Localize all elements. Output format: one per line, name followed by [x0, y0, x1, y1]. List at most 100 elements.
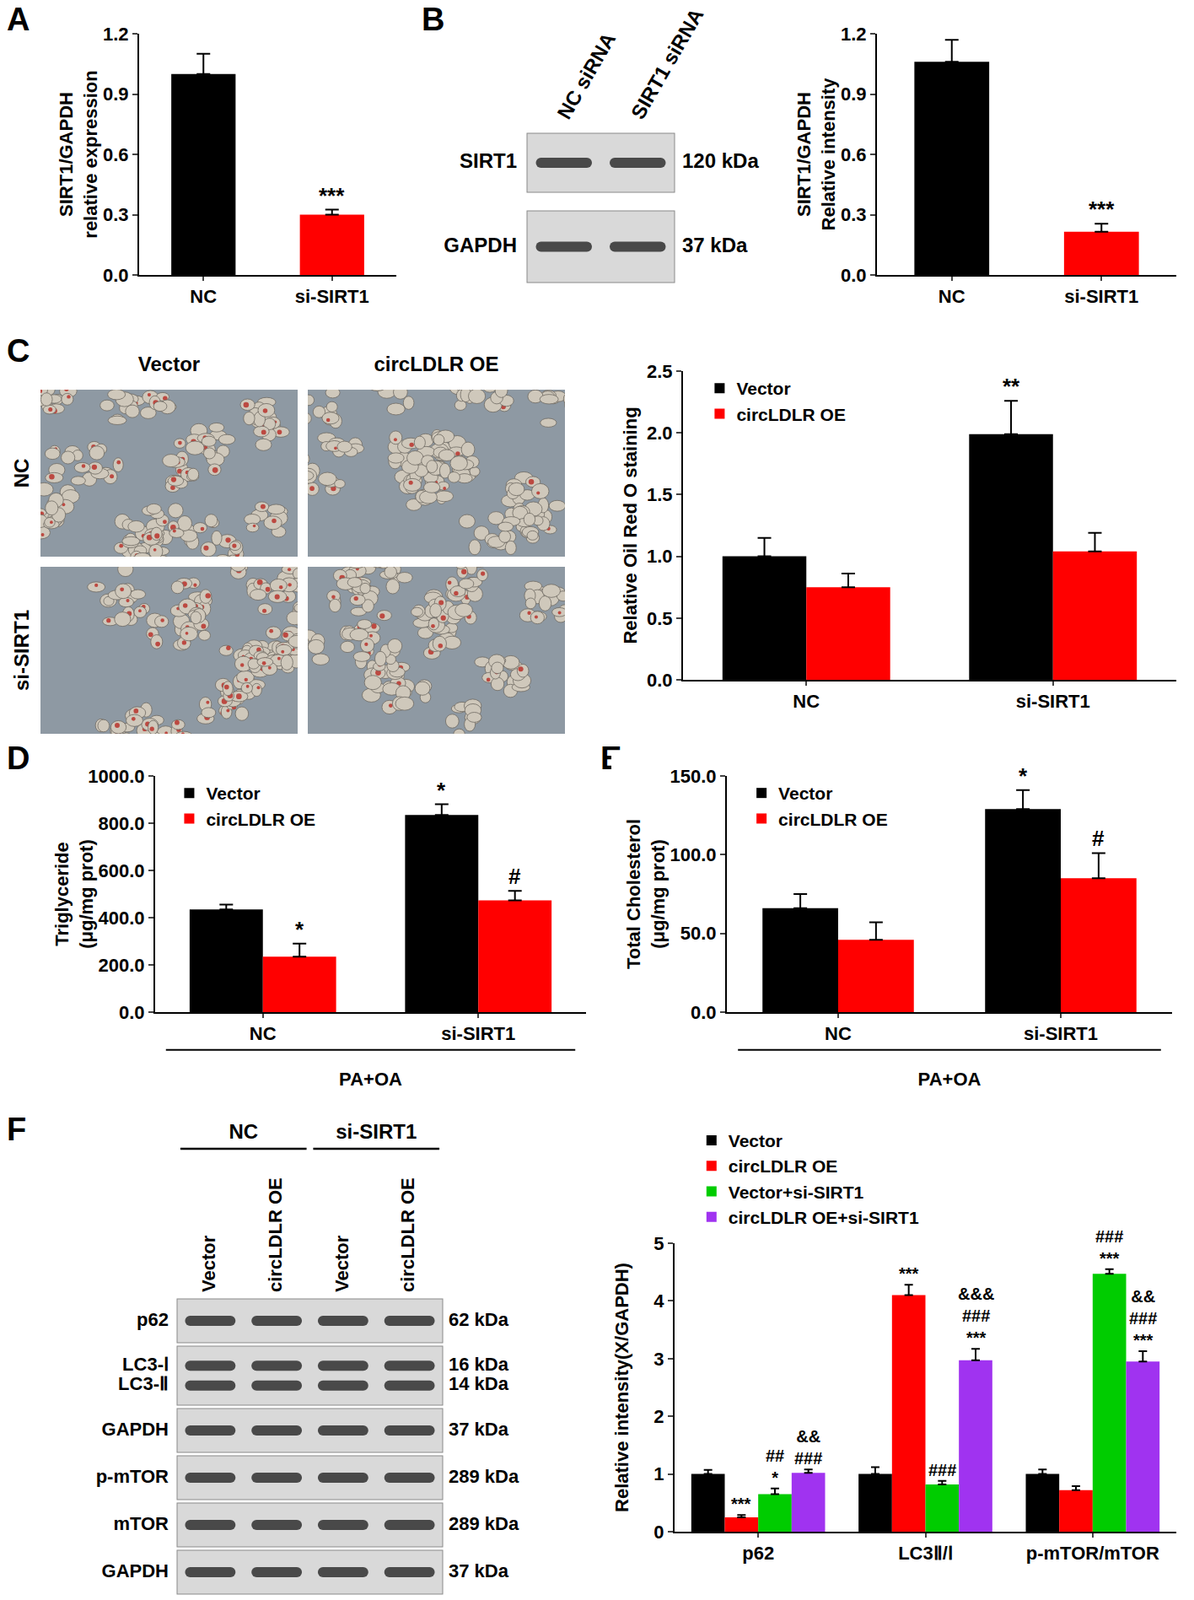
svg-text:0.6: 0.6 [102, 144, 130, 166]
svg-text:1.5: 1.5 [646, 484, 673, 506]
svg-text:circLDLR OE+si-SIRT1: circLDLR OE+si-SIRT1 [728, 1207, 920, 1227]
svg-text:circLDLR OE: circLDLR OE [397, 1177, 419, 1292]
svg-text:NC: NC [249, 1022, 277, 1044]
svg-text:800.0: 800.0 [98, 812, 146, 834]
svg-text:Vector+si-SIRT1: Vector+si-SIRT1 [728, 1182, 865, 1202]
svg-text:1.0: 1.0 [646, 545, 673, 567]
svg-text:5: 5 [653, 1232, 664, 1254]
svg-text:400.0: 400.0 [98, 907, 146, 929]
svg-text:&&&###***: &&&###*** [957, 1284, 995, 1347]
svg-text:si-SIRT1: si-SIRT1 [295, 285, 370, 307]
svg-text:**: ** [1002, 373, 1021, 399]
svg-text:4: 4 [653, 1290, 665, 1312]
svg-text:***: *** [731, 1494, 752, 1513]
svg-text:62 kDa: 62 kDa [448, 1308, 510, 1330]
svg-text:si-SIRT1: si-SIRT1 [1064, 285, 1139, 307]
svg-text:37 kDa: 37 kDa [682, 233, 748, 257]
svg-text:0.9: 0.9 [840, 83, 867, 105]
svg-text:Total Cholesterol(μg/mg prot): Total Cholesterol(μg/mg prot) [623, 818, 669, 969]
svg-text:SIRT1: SIRT1 [459, 149, 517, 173]
svg-text:0.0: 0.0 [102, 264, 130, 286]
svg-text:289 kDa: 289 kDa [448, 1465, 520, 1487]
svg-text:50.0: 50.0 [680, 922, 717, 944]
svg-text:Vector: Vector [138, 352, 200, 376]
svg-text:mTOR: mTOR [112, 1512, 169, 1534]
svg-text:0: 0 [653, 1521, 664, 1543]
svg-text:circLDLR OE: circLDLR OE [728, 1156, 839, 1176]
svg-text:LC3-Ⅰ: LC3-Ⅰ [122, 1353, 169, 1375]
svg-text:16 kDa: 16 kDa [448, 1353, 510, 1375]
svg-text:GAPDH: GAPDH [443, 233, 517, 257]
svg-text:***: *** [1088, 196, 1115, 222]
svg-text:###***: ###*** [1095, 1226, 1124, 1268]
svg-text:37 kDa: 37 kDa [448, 1418, 510, 1440]
svg-text:Vector: Vector [331, 1234, 353, 1292]
svg-text:1: 1 [653, 1462, 664, 1485]
svg-text:p-mTOR: p-mTOR [96, 1465, 169, 1487]
svg-text:14 kDa: 14 kDa [448, 1372, 510, 1394]
svg-text:0.3: 0.3 [102, 204, 130, 226]
svg-text:circLDLR OE: circLDLR OE [736, 404, 846, 425]
svg-text:0.0: 0.0 [840, 264, 867, 286]
svg-text:###: ### [928, 1460, 957, 1480]
svg-text:SIRT1 siRNA: SIRT1 siRNA [626, 4, 709, 124]
svg-text:Triglyceride(μg/mg prot): Triglyceride(μg/mg prot) [51, 839, 97, 949]
svg-text:*: * [436, 777, 447, 803]
svg-text:p62: p62 [136, 1308, 169, 1330]
svg-text:0.9: 0.9 [102, 83, 130, 105]
svg-text:SIRT1/GAPDHrelative expression: SIRT1/GAPDHrelative expression [55, 69, 102, 238]
svg-text:##*: ##* [765, 1446, 785, 1487]
svg-text:#: # [508, 863, 522, 889]
svg-text:100.0: 100.0 [670, 844, 717, 866]
svg-text:Relative intensity(X/GAPDH): Relative intensity(X/GAPDH) [611, 1262, 633, 1512]
svg-text:600.0: 600.0 [98, 860, 146, 882]
svg-text:NC: NC [938, 285, 966, 307]
svg-text:Vector: Vector [736, 378, 791, 398]
svg-text:0.0: 0.0 [690, 1001, 717, 1023]
svg-text:&&###***: &&###*** [1129, 1286, 1157, 1350]
svg-text:Vector: Vector [205, 783, 260, 803]
svg-text:circLDLR OE: circLDLR OE [264, 1177, 286, 1292]
svg-text:NC: NC [10, 458, 33, 489]
svg-text:2.5: 2.5 [646, 360, 673, 382]
svg-text:circLDLR OE: circLDLR OE [373, 352, 499, 376]
svg-text:GAPDH: GAPDH [102, 1418, 169, 1440]
svg-text:NC: NC [189, 285, 217, 307]
svg-text:1.2: 1.2 [102, 23, 130, 45]
svg-text:PA+OA: PA+OA [338, 1068, 403, 1090]
svg-text:si-SIRT1: si-SIRT1 [335, 1119, 417, 1143]
svg-text:0.0: 0.0 [646, 669, 673, 691]
svg-text:*: * [295, 916, 305, 942]
svg-text:289 kDa: 289 kDa [448, 1512, 520, 1534]
svg-text:Vector: Vector [728, 1130, 783, 1151]
svg-text:NC: NC [228, 1119, 259, 1143]
svg-text:#: # [1091, 825, 1105, 851]
svg-text:2.0: 2.0 [646, 422, 673, 444]
svg-text:1.2: 1.2 [840, 23, 867, 45]
svg-text:PA+OA: PA+OA [918, 1068, 982, 1090]
svg-text:***: *** [318, 182, 345, 209]
svg-text:0.6: 0.6 [840, 144, 867, 166]
svg-text:2: 2 [653, 1405, 664, 1427]
svg-text:0.0: 0.0 [118, 1001, 146, 1023]
svg-text:200.0: 200.0 [98, 954, 146, 976]
svg-text:NC: NC [824, 1022, 852, 1044]
svg-text:120 kDa: 120 kDa [682, 149, 759, 173]
svg-text:NC siRNA: NC siRNA [552, 28, 620, 124]
svg-text:37 kDa: 37 kDa [448, 1559, 510, 1582]
svg-text:si-SIRT1: si-SIRT1 [441, 1022, 516, 1044]
svg-text:p-mTOR/mTOR: p-mTOR/mTOR [1026, 1542, 1160, 1564]
svg-text:si-SIRT1: si-SIRT1 [10, 609, 33, 691]
svg-text:si-SIRT1: si-SIRT1 [1023, 1022, 1098, 1044]
svg-text:SIRT1/GAPDHRelative intensity: SIRT1/GAPDHRelative intensity [793, 77, 840, 232]
svg-text:LC3-Ⅱ: LC3-Ⅱ [118, 1372, 169, 1394]
svg-text:1000.0: 1000.0 [87, 765, 145, 787]
svg-text:Relative Oil Red O staining: Relative Oil Red O staining [619, 406, 641, 644]
svg-text:p62: p62 [742, 1542, 775, 1564]
svg-text:***: *** [898, 1263, 920, 1283]
svg-text:*: * [1018, 763, 1028, 789]
svg-text:si-SIRT1: si-SIRT1 [1016, 690, 1091, 712]
svg-text:0.3: 0.3 [840, 204, 867, 226]
svg-text:LC3Ⅱ/Ⅰ: LC3Ⅱ/Ⅰ [898, 1542, 953, 1564]
svg-text:Vector: Vector [198, 1234, 220, 1292]
